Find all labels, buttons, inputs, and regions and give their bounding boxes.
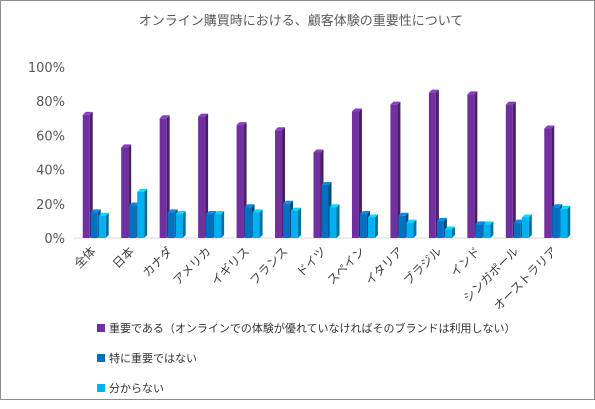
x-tick-label: スペイン bbox=[324, 244, 367, 287]
y-tick-label: 0% bbox=[44, 232, 65, 247]
legend-swatch bbox=[97, 324, 105, 332]
legend-item: 重要である（オンラインでの体験が優れていなければそのブランドは利用しない） bbox=[97, 319, 516, 337]
y-tick-label: 40% bbox=[36, 164, 65, 179]
bars bbox=[82, 89, 571, 239]
legend-label: 重要である（オンラインでの体験が優れていなければそのブランドは利用しない） bbox=[109, 322, 516, 335]
x-tick-label: 日本 bbox=[110, 244, 137, 271]
bar bbox=[351, 108, 362, 239]
chart-title: オンライン購買時における、顧客体験の重要性について bbox=[139, 13, 464, 29]
bar bbox=[175, 211, 186, 238]
bar bbox=[198, 113, 209, 238]
x-tick-label: フランス bbox=[247, 244, 291, 288]
bar bbox=[406, 219, 417, 238]
bar bbox=[137, 188, 148, 238]
bar-chart: オンライン購買時における、顧客体験の重要性について 0% 20% 40% 60% 80%… bbox=[28, 13, 573, 314]
legend-label: 分からない bbox=[109, 382, 164, 395]
bar bbox=[329, 204, 340, 238]
y-tick-label: 80% bbox=[36, 95, 65, 110]
bar bbox=[390, 101, 401, 239]
bar bbox=[428, 89, 439, 239]
x-tick-label: アメリカ bbox=[170, 244, 213, 287]
bar bbox=[521, 214, 532, 238]
legend-item: 分からない bbox=[97, 379, 516, 397]
bar bbox=[214, 211, 225, 238]
x-tick-label: イギリス bbox=[208, 244, 252, 288]
y-tick-label: 20% bbox=[36, 198, 65, 213]
bar bbox=[467, 91, 478, 238]
legend-swatch bbox=[97, 354, 105, 362]
bar bbox=[444, 226, 455, 238]
chart-frame: オンライン購買時における、顧客体験の重要性について 0% 20% 40% 60% 80%… bbox=[0, 0, 595, 400]
y-tick-label: 100% bbox=[28, 61, 65, 76]
y-tick-label: 60% bbox=[36, 129, 65, 144]
x-tick-label: ブラジル bbox=[400, 244, 444, 288]
x-tick-label: 全体 bbox=[71, 244, 99, 272]
x-tick-label: インド bbox=[448, 244, 483, 279]
bar bbox=[505, 101, 516, 239]
bar bbox=[82, 111, 93, 238]
legend: 重要である（オンラインでの体験が優れていなければそのブランドは利用しない） 特に重… bbox=[97, 319, 516, 409]
legend-label: 特に重要ではない bbox=[109, 352, 197, 365]
x-tick-label: カナダ bbox=[139, 244, 175, 280]
bar bbox=[291, 207, 302, 238]
bar bbox=[98, 212, 109, 238]
legend-item: 特に重要ではない bbox=[97, 349, 516, 367]
legend-swatch bbox=[97, 384, 105, 392]
bar bbox=[367, 214, 378, 238]
x-tick-label: イタリア bbox=[363, 244, 407, 288]
bar bbox=[560, 205, 571, 238]
bar bbox=[159, 115, 170, 238]
bar bbox=[252, 209, 263, 238]
x-tick-label: ドイツ bbox=[294, 244, 329, 279]
bar bbox=[483, 221, 494, 238]
